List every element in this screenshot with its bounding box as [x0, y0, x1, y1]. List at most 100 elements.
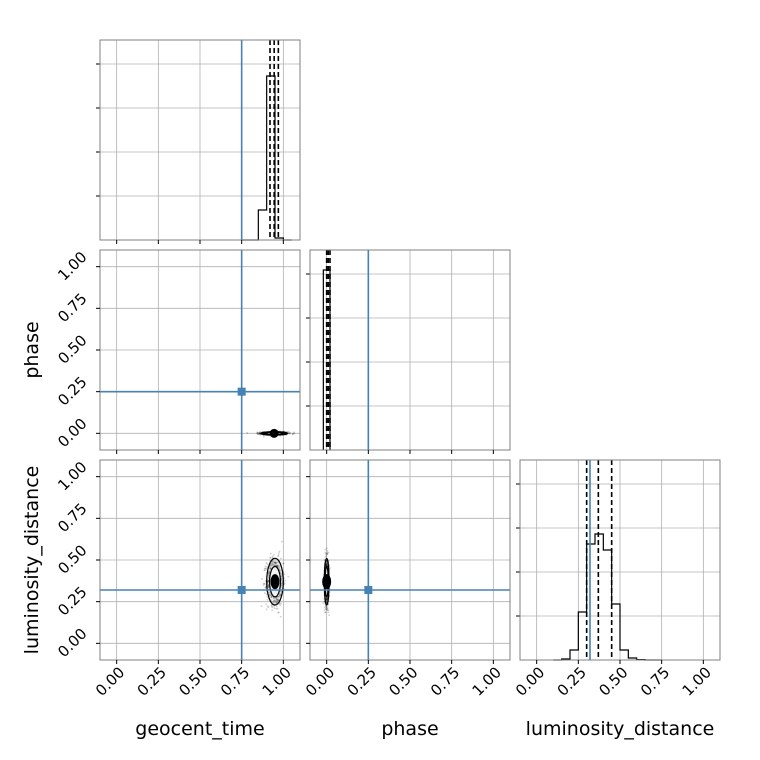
- panel-geocent_time-luminosity_distance-ytick-label-3: 0.75: [54, 500, 90, 536]
- panel-geocent_time-luminosity_distance-sample-point: [277, 595, 280, 598]
- panel-geocent_time-luminosity_distance-sample-point: [263, 583, 265, 586]
- panel-geocent_time-luminosity_distance-sample-point: [275, 561, 278, 564]
- panel-geocent_time-phase-sample-point: [288, 432, 291, 435]
- panel-geocent_time-phase-sample-point: [257, 433, 260, 435]
- panel-geocent_time-phase-sample-point: [256, 431, 259, 434]
- xlabel-luminosity_distance: luminosity_distance: [526, 718, 715, 740]
- ylabel-luminosity_distance: luminosity_distance: [21, 466, 43, 655]
- panel-geocent_time-luminosity_distance-sample-point: [264, 567, 266, 570]
- panel-phase-luminosity_distance-sample-point: [326, 607, 329, 609]
- panel-geocent_time-luminosity_distance-sample-point: [280, 573, 283, 576]
- panel-geocent_time-luminosity_distance-sample-point: [274, 600, 277, 603]
- panel-geocent_time-luminosity_distance-sample-point: [277, 611, 280, 614]
- panel-geocent_time-phase-ytick-label-2: 0.50: [54, 331, 90, 367]
- panel-geocent_time-luminosity_distance-sample-point: [280, 602, 282, 605]
- panel-geocent_time-luminosity_distance-sample-point: [269, 552, 272, 555]
- panel-geocent_time-luminosity_distance-sample-point: [267, 585, 269, 588]
- panel-phase-luminosity_distance-sample-point: [328, 614, 330, 617]
- panel-geocent_time-luminosity_distance-sample-point: [275, 600, 278, 603]
- panel-geocent_time-luminosity_distance-sample-point: [272, 563, 274, 566]
- panel-geocent_time-luminosity_distance-sample-point: [266, 581, 269, 584]
- panel-phase-luminosity_distance-sample-point: [325, 564, 328, 567]
- hist-luminosity_distance-xtick-label-0: 0.00: [512, 663, 548, 699]
- panel-geocent_time-luminosity_distance-sample-point: [282, 562, 285, 565]
- panel-geocent_time-luminosity_distance-sample-point: [264, 586, 267, 589]
- panel-phase-luminosity_distance-sample-point: [325, 600, 328, 603]
- panel-geocent_time-luminosity_distance-sample-point: [276, 564, 279, 567]
- panel-geocent_time-luminosity_distance-sample-point: [275, 601, 278, 604]
- panel-geocent_time-luminosity_distance-sample-point: [262, 584, 265, 586]
- panel-geocent_time-luminosity_distance-sample-point: [276, 564, 279, 567]
- panel-geocent_time-luminosity_distance-xtick-label-1: 0.25: [134, 663, 170, 699]
- panel-geocent_time-luminosity_distance-sample-point: [270, 596, 273, 599]
- panel-geocent_time-phase-sample-point: [259, 431, 262, 433]
- panel-geocent_time-luminosity_distance-sample-point: [268, 566, 271, 569]
- panel-geocent_time-luminosity_distance-sample-point: [268, 570, 271, 573]
- panel-geocent_time-luminosity_distance-sample-point: [276, 607, 279, 610]
- panel-geocent_time-phase-sample-point: [291, 433, 294, 435]
- panel-phase-luminosity_distance-sample-point: [324, 611, 327, 614]
- panel-geocent_time-luminosity_distance-xtick-label-3: 0.75: [217, 663, 253, 699]
- panel-geocent_time-luminosity_distance-sample-point: [274, 597, 277, 599]
- panel-phase-luminosity_distance-sample-point: [325, 598, 328, 601]
- panel-geocent_time-luminosity_distance-sample-point: [269, 557, 272, 560]
- panel-geocent_time-luminosity_distance-sample-point: [276, 598, 278, 601]
- panel-geocent_time-phase-sample-point: [258, 431, 261, 434]
- panel-geocent_time-luminosity_distance-sample-point: [264, 587, 267, 590]
- panel-geocent_time-luminosity_distance-sample-point: [279, 590, 282, 593]
- panel-geocent_time-luminosity_distance-truth-marker: [237, 586, 246, 594]
- panel-geocent_time-luminosity_distance-sample-point: [273, 561, 276, 564]
- panel-geocent_time-luminosity_distance-sample-point: [269, 567, 272, 570]
- panel-geocent_time-luminosity_distance-sample-point: [270, 564, 273, 566]
- panel-geocent_time-luminosity_distance-sample-point: [268, 571, 270, 574]
- panel-phase-luminosity_distance-sample-point: [326, 552, 328, 555]
- panel-phase-luminosity_distance-sample-point: [323, 609, 326, 612]
- panel-geocent_time-luminosity_distance-sample-point: [278, 565, 281, 568]
- panel-geocent_time-luminosity_distance-sample-point: [262, 582, 265, 585]
- panel-geocent_time-phase-sample-point: [262, 432, 264, 435]
- panel-geocent_time-luminosity_distance-sample-point: [270, 596, 273, 598]
- panel-phase-luminosity_distance-sample-point: [325, 597, 328, 600]
- ylabel-phase: phase: [21, 321, 43, 378]
- panel-geocent_time-luminosity_distance-sample-point: [273, 561, 276, 564]
- panel-geocent_time-luminosity_distance-sample-point: [272, 601, 275, 604]
- panel-geocent_time-phase-sample-point: [263, 432, 266, 435]
- panel-geocent_time-luminosity_distance-sample-point: [265, 608, 268, 611]
- panel-phase-luminosity_distance-sample-point: [326, 598, 328, 601]
- panel-geocent_time-luminosity_distance-sample-point: [270, 594, 273, 597]
- panel-geocent_time-phase-sample-point: [292, 432, 295, 435]
- panel-phase-luminosity_distance-sample-point: [324, 611, 327, 614]
- panel-geocent_time-luminosity_distance-sample-point: [280, 557, 282, 560]
- panel-phase-luminosity_distance-xtick-label-0: 0.00: [302, 663, 338, 699]
- panel-geocent_time-luminosity_distance-sample-point: [272, 563, 275, 566]
- panel-geocent_time-luminosity_distance-sample-point: [263, 569, 266, 572]
- panel-geocent_time-luminosity_distance-sample-point: [268, 591, 271, 594]
- panel-phase-luminosity_distance-sample-point: [325, 564, 328, 567]
- panel-geocent_time-luminosity_distance-sample-point: [271, 556, 274, 559]
- panel-geocent_time-luminosity_distance-sample-point: [270, 595, 273, 598]
- panel-geocent_time-luminosity_distance-sample-point: [267, 572, 270, 575]
- panel-geocent_time-luminosity_distance-sample-point: [273, 601, 276, 604]
- panel-geocent_time-luminosity_distance-sample-point: [275, 602, 278, 604]
- panel-geocent_time-luminosity_distance-sample-point: [268, 593, 271, 596]
- panel-geocent_time-luminosity_distance-sample-point: [280, 579, 283, 582]
- panel-geocent_time-luminosity_distance-sample-point: [277, 611, 280, 614]
- panel-geocent_time-luminosity_distance-ytick-label-2: 0.50: [54, 541, 90, 577]
- panel-geocent_time-luminosity_distance-sample-point: [278, 550, 281, 553]
- panel-geocent_time-luminosity_distance-sample-point: [277, 554, 280, 557]
- panel-geocent_time-luminosity_distance-sample-point: [271, 605, 274, 608]
- panel-geocent_time-luminosity_distance-sample-point: [274, 561, 277, 564]
- panel-phase-luminosity_distance-sample-point: [325, 605, 327, 608]
- xlabel-phase: phase: [381, 718, 438, 740]
- panel-geocent_time-luminosity_distance-sample-point: [283, 573, 286, 576]
- panel-geocent_time-luminosity_distance-sample-point: [276, 599, 279, 602]
- panel-phase-luminosity_distance-sample-point: [325, 563, 328, 565]
- hist-luminosity_distance-xtick-label-4: 1.00: [679, 663, 715, 699]
- panel-geocent_time-phase-sample-point: [246, 432, 249, 434]
- panel-geocent_time-luminosity_distance-sample-point: [270, 604, 273, 607]
- panel-geocent_time-phase-sample-point: [263, 432, 266, 435]
- panel-geocent_time-luminosity_distance-sample-point: [280, 540, 283, 543]
- panel-phase-luminosity_distance-sample-point: [325, 606, 328, 609]
- panel-geocent_time-luminosity_distance-sample-point: [272, 600, 275, 602]
